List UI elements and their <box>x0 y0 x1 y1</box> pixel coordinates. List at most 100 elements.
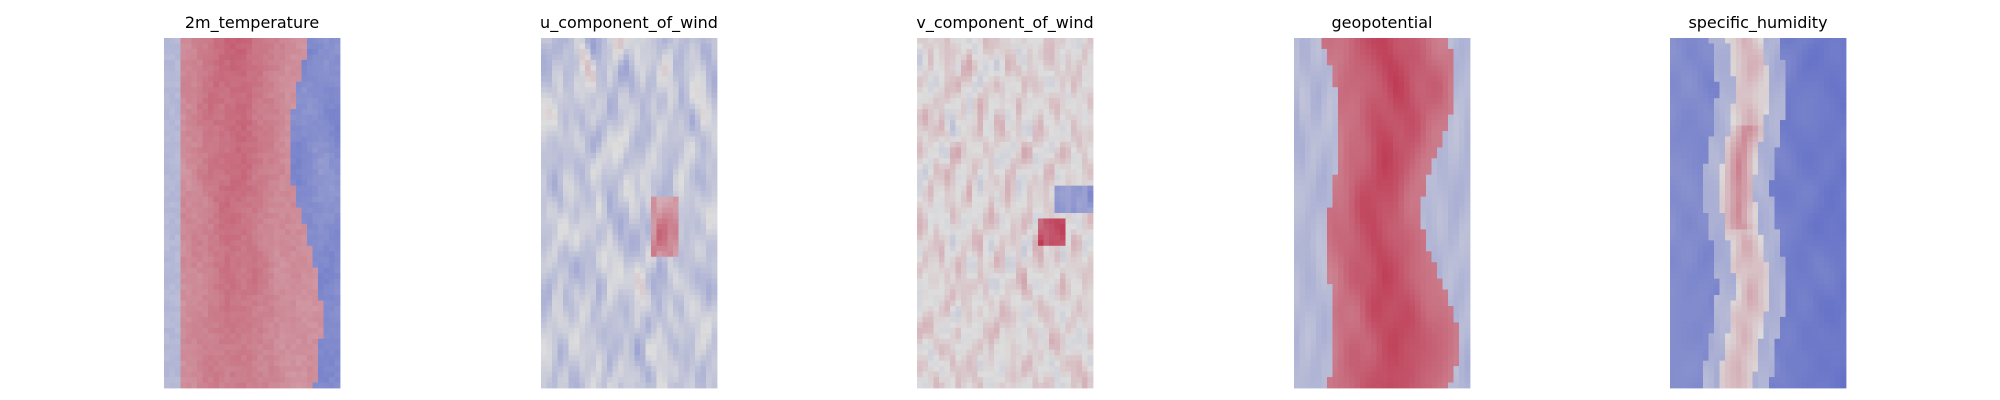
heatmap-cell <box>574 174 580 181</box>
heatmap-cell <box>191 169 198 176</box>
heatmap-cell <box>164 98 170 105</box>
heatmap-cell <box>596 43 602 50</box>
heatmap-cell <box>711 349 718 356</box>
heatmap-cell <box>191 251 198 258</box>
heatmap-cell <box>274 213 280 219</box>
heatmap-cell <box>706 38 712 44</box>
heatmap-cell <box>279 65 286 72</box>
heatmap-cell <box>695 256 701 263</box>
heatmap-cell <box>224 371 231 378</box>
heatmap-cell <box>186 218 192 225</box>
heatmap-cell <box>175 59 181 66</box>
heatmap-cell <box>585 344 591 351</box>
heatmap-cell <box>590 141 597 148</box>
heatmap-cell <box>213 371 220 378</box>
heatmap-cell <box>552 114 558 121</box>
heatmap-cell <box>235 349 242 356</box>
heatmap-cell <box>191 147 198 154</box>
heatmap-cell <box>612 223 619 230</box>
heatmap-cell <box>585 278 591 285</box>
heatmap-cell <box>656 305 663 312</box>
heatmap-cell <box>279 229 286 236</box>
heatmap-cell <box>1016 103 1022 110</box>
heatmap-cell <box>1016 87 1022 94</box>
heatmap-cell <box>164 185 170 192</box>
heatmap-cell <box>329 147 335 154</box>
heatmap-cell <box>612 382 619 389</box>
heatmap-cell <box>546 152 553 159</box>
heatmap-cell <box>252 191 258 197</box>
heatmap-cell <box>164 284 170 290</box>
heatmap-cell <box>917 125 923 132</box>
heatmap-cell <box>634 322 641 329</box>
heatmap-cell <box>546 218 553 225</box>
heatmap-cell <box>933 76 940 83</box>
heatmap-cell <box>640 147 646 154</box>
heatmap-cell <box>274 382 280 389</box>
heatmap-cell <box>263 76 269 83</box>
heatmap-cell <box>634 240 641 247</box>
heatmap-cell <box>224 344 231 351</box>
heatmap-cell <box>224 202 231 208</box>
heatmap-cell <box>191 305 198 312</box>
heatmap-cell <box>323 278 330 285</box>
heatmap-cell <box>213 98 220 105</box>
heatmap-cell <box>1016 152 1022 159</box>
heatmap-cell <box>917 158 923 165</box>
heatmap-cell <box>574 267 580 274</box>
heatmap-cell <box>1060 92 1066 99</box>
heatmap-cell <box>219 349 225 356</box>
heatmap-cell <box>629 366 635 372</box>
heatmap-cell <box>662 311 668 318</box>
heatmap-cell <box>1016 59 1022 66</box>
heatmap-cell <box>1038 169 1044 176</box>
heatmap-cell <box>290 163 297 170</box>
heatmap-cell <box>667 333 674 340</box>
heatmap-cell <box>623 109 630 115</box>
heatmap-cell <box>590 355 597 362</box>
heatmap-cell <box>590 240 597 247</box>
heatmap-cell <box>585 311 591 318</box>
heatmap-cell <box>640 377 646 383</box>
heatmap-cell <box>999 136 1006 143</box>
heatmap-cell <box>334 355 341 362</box>
heatmap-cell <box>645 103 652 110</box>
heatmap-cell <box>208 273 214 280</box>
heatmap-cell <box>191 98 198 105</box>
heatmap-cell <box>268 207 275 214</box>
heatmap-cell <box>230 218 236 225</box>
heatmap-cell <box>307 207 313 214</box>
heatmap-cell <box>296 366 302 372</box>
heatmap-cell <box>568 377 575 383</box>
heatmap-cell <box>263 196 269 203</box>
heatmap-cell <box>334 109 341 115</box>
heatmap-cell <box>590 322 597 329</box>
heatmap-cell <box>950 92 956 99</box>
heatmap-cell <box>213 327 220 334</box>
heatmap-cell <box>1043 103 1050 110</box>
heatmap-cell <box>689 109 696 115</box>
heatmap-cell <box>307 125 313 132</box>
heatmap-cell <box>994 43 1000 50</box>
heatmap-cell <box>246 169 253 176</box>
heatmap-cell <box>689 147 696 154</box>
heatmap-cell <box>257 180 264 187</box>
heatmap-cell <box>552 158 558 165</box>
heatmap-cell <box>667 207 674 214</box>
heatmap-cell <box>1049 70 1055 77</box>
heatmap-cell <box>186 120 192 126</box>
heatmap-cell <box>651 360 657 367</box>
heatmap-cell <box>585 234 591 241</box>
heatmap-cell <box>307 251 313 258</box>
heatmap-cell <box>279 76 286 83</box>
heatmap-cell <box>301 163 308 170</box>
heatmap-cell <box>988 98 995 105</box>
heatmap-cell <box>296 147 302 154</box>
heatmap-cell <box>219 355 225 362</box>
heatmap-cell <box>296 59 302 66</box>
heatmap-cell <box>307 311 313 318</box>
heatmap-cell <box>552 371 558 378</box>
heatmap-cell <box>928 141 934 148</box>
heatmap-cell <box>645 125 652 132</box>
heatmap-cell <box>323 191 330 197</box>
